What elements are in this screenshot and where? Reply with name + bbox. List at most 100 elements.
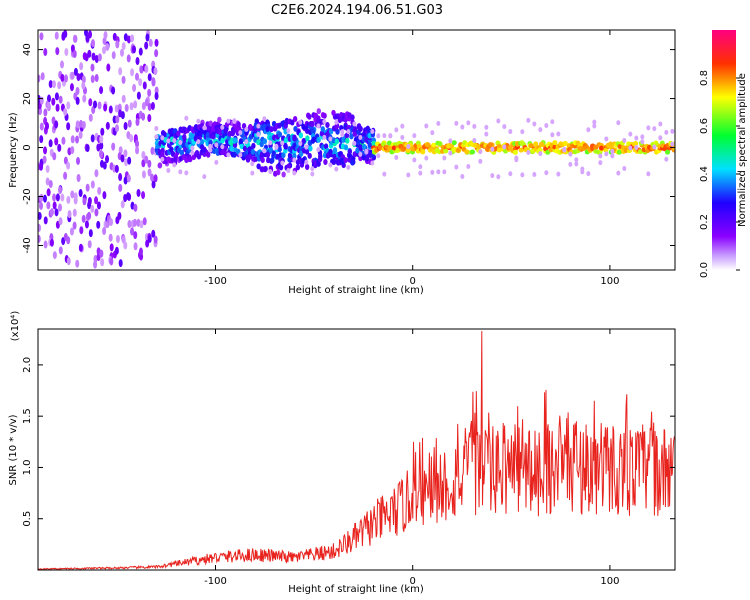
spectrogram-cell (352, 140, 357, 146)
spectrogram-cell (496, 147, 502, 153)
spectrogram-cell (528, 143, 534, 149)
spectrogram-cell (38, 211, 42, 220)
spectrogram-cell (220, 144, 225, 150)
spectrogram-cell (250, 170, 255, 176)
spectrogram-cell (73, 34, 78, 43)
spectrogram-cell (454, 164, 459, 170)
spectrogram-cell (78, 130, 83, 139)
spectrogram-cell (51, 80, 56, 89)
spectrogram-cell (196, 153, 202, 160)
spectrogram-cell (181, 142, 186, 149)
spectrogram-cell (280, 160, 285, 166)
spectrogram-cell (544, 170, 549, 176)
spectrogram-cell (49, 238, 54, 247)
spectrogram-cell (111, 86, 116, 95)
spectrogram-cell (166, 168, 171, 173)
spectrogram-cell (82, 197, 87, 206)
spectrogram-cell (217, 116, 222, 123)
spectrogram-cell (108, 233, 113, 242)
spectrogram-cell (478, 158, 483, 164)
spectrogram-cell (88, 113, 93, 122)
spectrogram-cell (484, 124, 489, 130)
spectrogram-cell (108, 105, 113, 114)
snr-frame (37, 328, 676, 571)
spectrogram-cell (472, 138, 477, 144)
spectrogram-cell (55, 103, 60, 112)
spectrogram-cell (599, 145, 605, 151)
spectrogram-cell (63, 171, 68, 180)
spectrogram-cell (332, 153, 337, 160)
spectrogram-cell (196, 139, 201, 145)
spectrogram-cell (250, 161, 255, 167)
spectrogram-cell (550, 132, 555, 138)
spectrogram-cell (539, 141, 545, 147)
spectrogram-cell (443, 148, 449, 154)
spectrogram-cell (153, 235, 158, 244)
spectrogram-cell (73, 196, 78, 205)
spectrogram-cell (75, 259, 80, 268)
spectrogram-cell (448, 138, 453, 144)
spectrogram-cell (484, 146, 490, 152)
spectrogram-cell (272, 134, 277, 141)
spectrogram-cell (70, 71, 75, 80)
spectrogram-cell (97, 101, 102, 110)
spectrogram-cell (135, 72, 140, 81)
spectrogram-cell (382, 133, 387, 139)
spectrogram-cell (132, 83, 137, 92)
spectrogram-cell (301, 137, 306, 144)
spectrogram-cell (184, 170, 189, 176)
spectrogram-cell (431, 142, 437, 148)
spectrogram-cell (141, 170, 146, 179)
spectrogram-cell (123, 33, 128, 42)
spectrogram-cell (147, 114, 152, 123)
spectrogram-cell (179, 149, 185, 156)
spectrogram-cell (604, 136, 609, 142)
spectrogram-cell (42, 194, 47, 203)
spectrogram-cell (147, 102, 152, 111)
spectrogram-cell (154, 125, 159, 131)
spectrogram-cell (102, 191, 107, 200)
spectrogram-cell (78, 189, 83, 198)
spectrogram-cell (420, 149, 426, 155)
spectrogram-cell (111, 51, 116, 60)
y-tick-label: 1.0 (22, 459, 33, 475)
x-tick-label: 0 (410, 276, 416, 287)
spectrogram-cell (238, 152, 243, 158)
spectrogram-cell (274, 144, 279, 150)
spectrogram-cell (85, 183, 90, 192)
spectrogram-cell (81, 214, 86, 223)
spectrogram-cell (66, 195, 71, 204)
spectrogram-cell (145, 33, 150, 42)
spectrogram-cell (340, 129, 345, 135)
spectrogram-cell (298, 119, 303, 125)
spectrogram-cell (316, 123, 321, 129)
colorbar-label: Normalized spectral amplitude (737, 73, 748, 227)
spectrogram-cell (120, 154, 125, 163)
spectrogram-cell (138, 247, 143, 256)
spectrogram-cell (72, 208, 77, 217)
spectrogram-cell (262, 148, 267, 154)
spectrogram-cell (232, 118, 237, 124)
spectrogram-cell (670, 128, 675, 134)
spectrogram-cell (343, 116, 348, 123)
spectrogram-cell (129, 102, 134, 111)
spectrogram-cell (66, 236, 71, 245)
spectrogram-cell (123, 149, 128, 158)
spectrogram-cell (292, 116, 298, 123)
spectrogram-cell (230, 130, 235, 137)
bottom-x-axis-label: Height of straight line (km) (288, 584, 424, 595)
spectrogram-cell (43, 146, 48, 155)
y-tick-label: 1.5 (22, 408, 33, 424)
spectrogram-cell (298, 132, 304, 139)
spectrogram-cell (142, 81, 147, 90)
spectrogram-cell (106, 63, 111, 72)
y-tick-label: -40 (22, 237, 33, 253)
spectrogram-cell (141, 112, 146, 121)
spectrogram-cell (114, 164, 119, 173)
spectrogram-cell (126, 54, 131, 63)
spectrogram-cell (608, 141, 614, 147)
spectrogram-cell (145, 239, 150, 248)
spectrogram-cell (54, 92, 59, 101)
bottom-y-ticks: 0.5 1.0 1.5 2.0 (22, 357, 675, 527)
spectrogram-cell (460, 174, 465, 180)
